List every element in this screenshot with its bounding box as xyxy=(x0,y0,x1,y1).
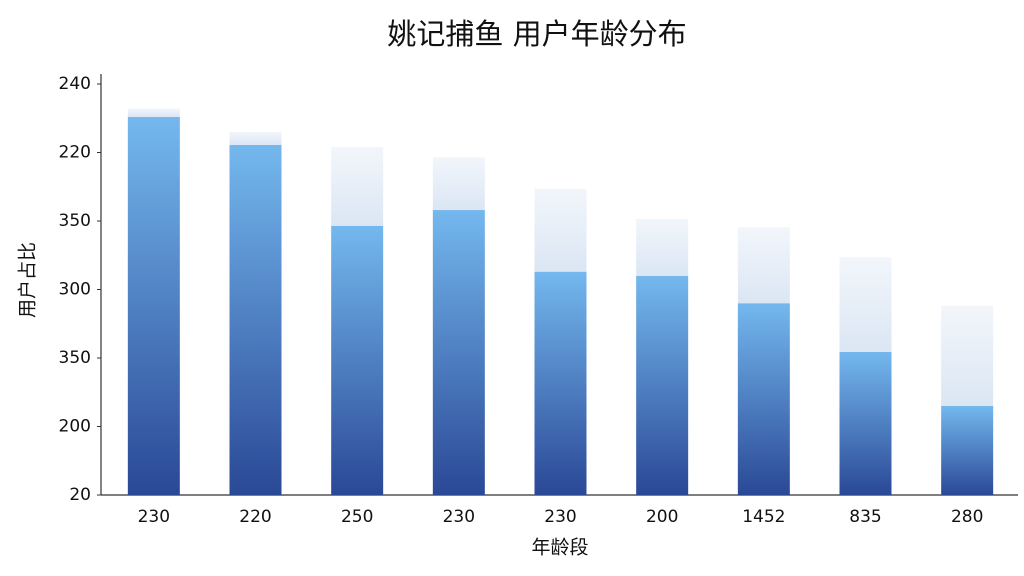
bar-segment xyxy=(839,257,892,352)
bar-segment xyxy=(941,305,994,406)
x-tick-label: 220 xyxy=(239,507,271,527)
y-tick-label: 300 xyxy=(59,280,91,300)
bar-segment xyxy=(331,225,384,496)
x-axis-label: 年龄段 xyxy=(531,537,588,559)
y-tick-label: 350 xyxy=(59,348,91,368)
bar-segment xyxy=(737,303,790,495)
bar-segment xyxy=(636,275,689,495)
bar-segment xyxy=(229,131,282,145)
x-tick-label: 1452 xyxy=(742,507,785,527)
bar-segment xyxy=(636,218,689,276)
chart-title: 姚记捕鱼 用户年龄分布 xyxy=(387,17,686,51)
bar-segment xyxy=(127,108,180,117)
y-tick-label: 350 xyxy=(59,211,91,231)
x-tick-label: 250 xyxy=(341,507,373,527)
x-tick-label: 230 xyxy=(138,507,170,527)
bar-segment xyxy=(432,157,485,211)
bar-segment xyxy=(229,144,282,495)
x-tick-label: 835 xyxy=(849,507,881,527)
y-tick-label: 200 xyxy=(59,417,91,437)
bar-segment xyxy=(941,405,994,495)
x-tick-label: 200 xyxy=(646,507,678,527)
bar-segment xyxy=(534,188,587,272)
x-tick-label: 230 xyxy=(544,507,576,527)
y-tick-label: 220 xyxy=(59,143,91,163)
y-axis-label: 用户占比 xyxy=(17,242,39,318)
bar-segment xyxy=(432,210,485,496)
y-tick-label: 20 xyxy=(69,485,91,505)
x-tick-label: 280 xyxy=(951,507,983,527)
bar-segment xyxy=(839,351,892,495)
y-tick-label: 240 xyxy=(59,74,91,94)
bar-segment xyxy=(127,116,180,495)
bar-segment xyxy=(737,227,790,304)
x-tick-label: 230 xyxy=(443,507,475,527)
bar-segment xyxy=(331,147,384,226)
bar-segment xyxy=(534,271,587,495)
